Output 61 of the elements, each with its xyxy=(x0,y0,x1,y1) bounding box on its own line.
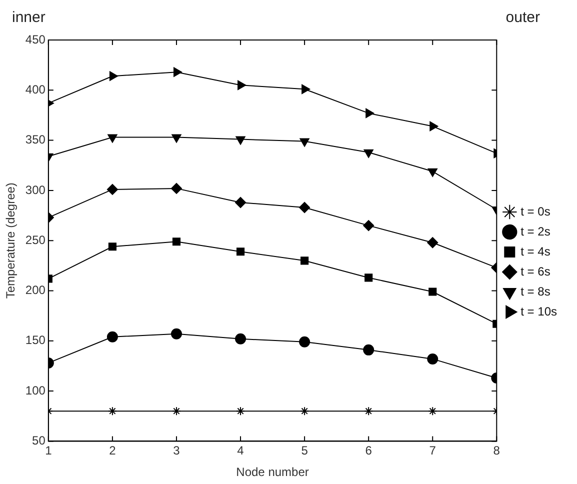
x-tick-label: 7 xyxy=(429,444,436,458)
point xyxy=(108,134,118,143)
x-tick-label: 8 xyxy=(493,444,500,458)
legend-label: t = 8s xyxy=(520,284,550,298)
legend-label: t = 4s xyxy=(520,244,550,258)
point xyxy=(300,256,309,265)
point xyxy=(428,168,438,177)
y-tick-label: 300 xyxy=(25,182,46,197)
y-tick-label: 100 xyxy=(25,383,46,398)
x-tick-label: 3 xyxy=(173,444,180,458)
point xyxy=(428,288,437,296)
point xyxy=(235,196,246,208)
point xyxy=(106,184,118,195)
point xyxy=(364,406,374,416)
point xyxy=(300,406,310,416)
point xyxy=(427,353,438,364)
x-tick-label: 5 xyxy=(301,444,308,458)
text: outer xyxy=(506,9,540,26)
point xyxy=(238,80,246,90)
legend-label: t = 6s xyxy=(520,264,550,278)
point xyxy=(109,71,118,81)
legend-label: t = 2s xyxy=(520,224,550,238)
text: inner xyxy=(12,9,46,26)
point xyxy=(302,84,310,94)
point xyxy=(300,138,310,147)
point xyxy=(173,67,182,77)
point xyxy=(172,406,181,416)
point xyxy=(108,242,116,251)
point xyxy=(170,328,182,340)
point xyxy=(427,237,438,248)
y-tick-label: 400 xyxy=(25,82,46,96)
point xyxy=(364,274,373,282)
x-tick-label: 1 xyxy=(45,444,52,458)
point xyxy=(299,202,310,213)
point xyxy=(236,248,245,256)
legend-label: t = 0s xyxy=(520,204,550,218)
point xyxy=(299,336,310,348)
point xyxy=(364,149,374,158)
point xyxy=(235,333,246,344)
point xyxy=(172,134,182,143)
point xyxy=(363,344,374,356)
x-axis-title: Node number xyxy=(236,465,309,480)
y-tick-label: 50 xyxy=(32,434,46,448)
x-tick-label: 4 xyxy=(237,444,244,458)
point xyxy=(236,406,246,416)
y-axis-title: Temperature (degree) xyxy=(4,182,18,299)
y-tick-label: 350 xyxy=(25,132,46,147)
x-tick-label: 2 xyxy=(109,444,116,458)
y-tick-label: 150 xyxy=(25,333,46,348)
point xyxy=(172,238,181,246)
point xyxy=(236,136,246,145)
x-tick-label: 6 xyxy=(365,444,372,458)
y-tick-label: 200 xyxy=(25,283,46,298)
point xyxy=(106,331,118,342)
point xyxy=(170,182,182,194)
point xyxy=(428,406,438,416)
y-tick-label: 250 xyxy=(25,232,46,247)
legend-label: t = 10s xyxy=(520,304,557,318)
point xyxy=(363,220,374,232)
point xyxy=(108,406,117,416)
y-tick-label: 450 xyxy=(25,32,46,46)
